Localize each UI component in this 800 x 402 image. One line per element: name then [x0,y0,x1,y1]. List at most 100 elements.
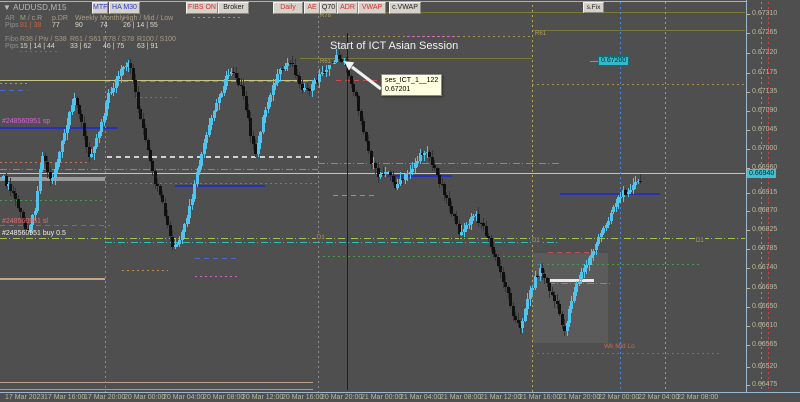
price-tick [746,385,750,386]
dropdown-icon[interactable]: ▼ [3,3,12,12]
vertical-separator-line [665,2,666,392]
window-top-border [0,1,746,2]
price-label: 0.67090 [752,107,778,114]
price-axis-border [746,0,747,392]
order-stop-label[interactable]: #248560951 sp [2,118,51,125]
vertical-separator-line [768,2,769,392]
price-label: 0.67000 [752,145,778,152]
session-annotation-text: Start of ICT Asian Session [330,40,459,52]
time-label: 17 Mar 2023 [5,394,45,401]
price-tick [746,149,750,150]
sfix-button[interactable]: s.Fix [583,2,604,13]
price-label: 0.66825 [752,226,778,233]
time-label: 20 Mar 00:00 [124,394,166,401]
toolbar-button-daily[interactable]: Daily [273,2,303,14]
toolbar-button-vwap[interactable]: VWAP [358,2,386,14]
price-level-line [548,252,600,253]
chart-title[interactable]: ▼ AUDUSD,M15 [3,3,67,12]
toolbar-button-adr[interactable]: ADR [337,2,358,14]
panel-cell: 26 | 14 | 55 [123,22,158,29]
time-label: 21 Mar 08:00 [440,394,482,401]
price-tick [746,307,750,308]
time-label: 21 Mar 00:00 [361,394,403,401]
session-fix-price-tag[interactable]: 0.67200 [598,56,630,66]
price-level-line [532,30,745,31]
toolbar-button-c-vwap[interactable]: c.VWAP [389,2,421,14]
price-tick [746,211,750,212]
price-level-line [318,163,560,164]
price-level-line [0,200,105,201]
time-label: 17 Mar 16:00 [44,394,86,401]
vertical-separator-line [105,16,106,392]
price-level-line [0,90,28,91]
price-label: 0.66695 [752,284,778,291]
price-label: 0.66520 [752,363,778,370]
panel-cell: 74 [100,22,108,29]
vertical-separator-line [761,2,762,392]
tooltip-object-price: 0.67201 [385,86,411,93]
time-label: 21 Mar 20:00 [559,394,601,401]
toolbar-button-ae[interactable]: AE [304,2,320,14]
price-label: 0.67265 [752,29,778,36]
toolbar-button-broker[interactable]: Broker [218,2,249,14]
toolbar-button-q70[interactable]: Q70 [320,2,337,14]
price-tick [746,288,750,289]
price-tick [746,14,750,15]
panel-cell: 63 | 91 [137,43,159,50]
price-level-line [317,12,745,13]
price-level-line [0,389,313,390]
price-level-line [532,84,744,85]
price-level-line [105,81,318,82]
session-fix-tag-tail [590,61,598,62]
toolbar-button-mtf[interactable]: MTF [92,2,108,14]
price-level-line [105,183,318,184]
price-tick [746,230,750,231]
symbol-timeframe-label: AUDUSD,M15 [13,3,67,12]
price-label: 0.66785 [752,245,778,252]
price-level-line [333,195,377,196]
time-label: 21 Mar 16:00 [519,394,561,401]
panel-cell: Weekly [75,15,98,22]
price-level-line [318,256,532,257]
price-level-line [387,175,452,177]
price-level-line [135,97,177,98]
current-price-tag: 0.66940 [747,169,777,178]
price-level-line [195,276,240,277]
price-tick [746,168,750,169]
price-level-line [0,169,318,170]
price-level-line [548,279,594,282]
price-tick [746,193,750,194]
tooltip-object-name: ses_ICT_1__122 [385,77,439,84]
price-level-line [0,278,105,280]
price-label: 0.66870 [752,207,778,214]
price-level-line [560,193,660,195]
session-highlight-box [532,253,608,343]
toolbar-button-fibs-on[interactable]: FIBS ON [186,2,218,14]
price-level-line [122,270,168,271]
price-tick [746,111,750,112]
price-label: 0.66960 [752,164,778,171]
level-tag: R61 [534,31,548,37]
price-level-line [0,173,745,174]
panel-cell: High / Mid / Low [123,15,174,22]
time-label: 17 Mar 20:00 [84,394,126,401]
price-level-line [0,225,110,226]
price-label: 0.67310 [752,10,778,17]
chart-plot-area[interactable]: R78 R61 R61 D1 D1 D1 Start of ICT Asian Sessi… [0,0,769,392]
panel-cell: R61 / S61 [70,36,102,43]
panel-cell: 81 | 38 [20,22,42,29]
time-label: 21 Mar 12:00 [480,394,522,401]
order-buy-label[interactable]: #248560951 buy 0.5 [2,230,66,237]
price-level-line [0,238,745,239]
level-tag: R61 [319,59,333,65]
order-sl-label[interactable]: #248560951 sl [2,218,48,225]
panel-cell: Monthly [100,15,125,22]
panel-cell: Fibo [5,36,19,43]
panel-cell: R78 / S78 [103,36,135,43]
price-label: 0.67135 [752,88,778,95]
toolbar-button-ha-m30[interactable]: HA M30 [109,2,140,14]
price-tick [746,268,750,269]
vertical-separator-line [532,5,533,392]
vertical-separator-line [318,16,319,392]
